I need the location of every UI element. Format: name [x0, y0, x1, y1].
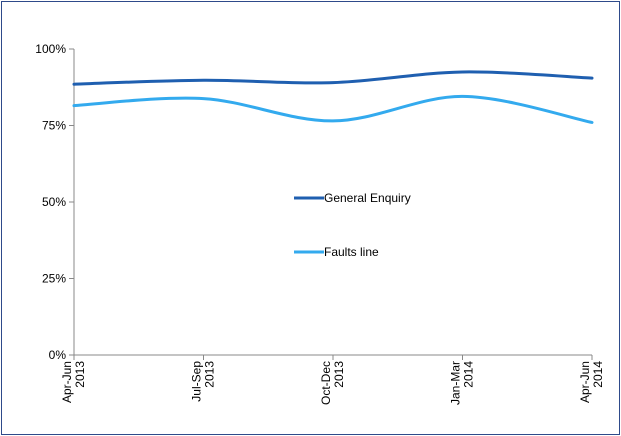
y-tick-label: 100%	[35, 42, 66, 56]
series-line-1	[72, 70, 594, 86]
series-line-2	[72, 94, 594, 124]
x-tick-label: Oct-Dec2013	[319, 361, 346, 405]
legend-label: General Enquiry	[324, 191, 411, 205]
x-axis-ticks: Apr-Jun2013 Jul-Sep2013 Oct-Dec2013 Jan-Mar…	[60, 355, 605, 405]
y-tick-label: 75%	[42, 119, 66, 133]
y-tick-label: 25%	[42, 272, 66, 286]
y-axis-ticks: 0% 25% 50% 75% 100%	[35, 42, 74, 362]
y-tick-label: 50%	[42, 195, 66, 209]
legend-label: Faults line	[324, 245, 379, 259]
x-tick-label: Apr-Jun2013	[60, 361, 87, 403]
x-tick-label: Jul-Sep2013	[190, 361, 217, 402]
x-tick-label: Apr-Jun2014	[578, 361, 605, 403]
x-tick-label: Jan-Mar2014	[449, 361, 476, 405]
series-layer	[72, 70, 594, 124]
y-tick-label: 0%	[49, 348, 67, 362]
legend: General Enquiry Faults line	[294, 191, 411, 259]
